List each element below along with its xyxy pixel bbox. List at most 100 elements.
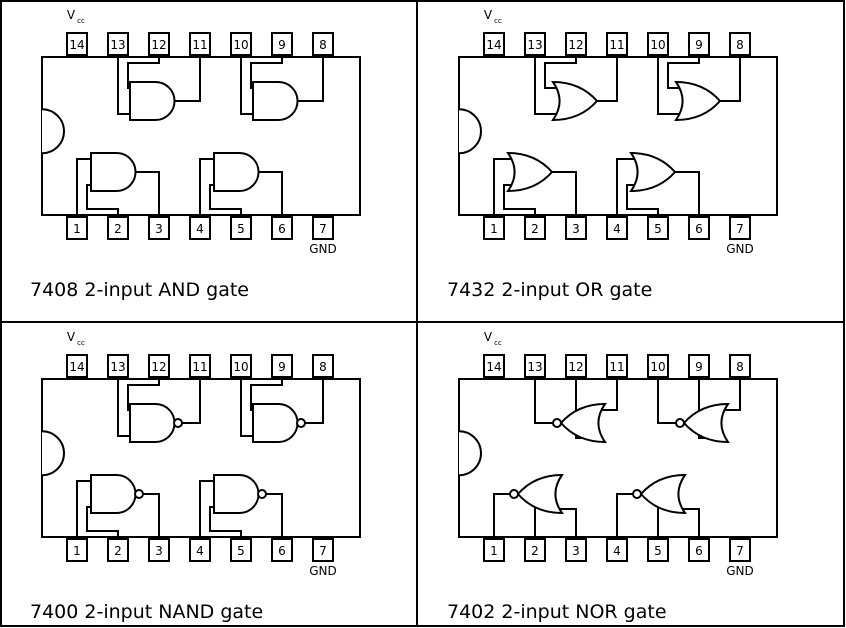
vcc-sub: cc bbox=[77, 339, 85, 347]
pin-number: 11 bbox=[192, 360, 207, 374]
pin-number: 7 bbox=[736, 544, 744, 558]
wire bbox=[552, 171, 577, 217]
nand-gate bbox=[90, 474, 144, 514]
gates bbox=[493, 55, 741, 217]
inversion-bubble bbox=[257, 489, 267, 499]
pin-number: 6 bbox=[695, 222, 703, 236]
pin-12: 12 bbox=[565, 354, 587, 378]
pin-number: 5 bbox=[654, 222, 662, 236]
pin-box bbox=[483, 354, 505, 378]
or-gate-body bbox=[629, 151, 677, 193]
wire bbox=[657, 377, 676, 424]
pin-number: 11 bbox=[609, 360, 624, 374]
bottom-gate-2-wires bbox=[199, 480, 283, 539]
wire bbox=[182, 377, 201, 424]
and-gate bbox=[213, 152, 260, 192]
pin-number: 2 bbox=[114, 544, 122, 558]
pin-2: 2 bbox=[107, 538, 129, 562]
pin-1: 1 bbox=[66, 538, 88, 562]
gnd-label: GND bbox=[726, 564, 754, 578]
pin-number: 10 bbox=[650, 38, 665, 52]
pin-4: 4 bbox=[606, 538, 628, 562]
wire bbox=[76, 480, 95, 539]
wire bbox=[616, 158, 635, 217]
pin-number: 13 bbox=[527, 360, 542, 374]
pin-number: 14 bbox=[69, 360, 84, 374]
pin-number: 13 bbox=[110, 360, 125, 374]
wire bbox=[240, 377, 257, 437]
pin-number: 9 bbox=[695, 38, 703, 52]
wire bbox=[626, 184, 659, 217]
vcc-sub: cc bbox=[494, 17, 502, 25]
nor-gate bbox=[632, 473, 687, 515]
pin-13: 13 bbox=[524, 32, 546, 56]
nor-gate bbox=[552, 402, 607, 444]
pin-11: 11 bbox=[606, 354, 628, 378]
chip-notch bbox=[41, 430, 65, 477]
and-gate bbox=[90, 152, 137, 192]
nor-gate-body bbox=[559, 402, 607, 444]
pin-number: 11 bbox=[192, 38, 207, 52]
pin-number: 11 bbox=[609, 38, 624, 52]
wire bbox=[597, 55, 618, 102]
top-pins: 14 13 12 11 10 9 8 bbox=[66, 354, 334, 378]
chip-notch bbox=[458, 108, 482, 155]
top-gate-2-wires bbox=[657, 55, 741, 115]
wire bbox=[724, 377, 741, 411]
pin-number: 7 bbox=[319, 222, 327, 236]
wire bbox=[503, 184, 536, 217]
pin-14: 14 bbox=[66, 354, 88, 378]
bottom-gate-2-wires bbox=[616, 158, 700, 217]
wire bbox=[681, 508, 700, 539]
pin-5: 5 bbox=[230, 216, 252, 240]
pin-number: 7 bbox=[736, 222, 744, 236]
bottom-pins: 1 2 3 4 5 6 7 bbox=[483, 216, 751, 240]
inversion-bubble bbox=[296, 418, 306, 428]
pin-box bbox=[312, 216, 334, 240]
wire bbox=[199, 158, 218, 217]
pin-11: 11 bbox=[189, 32, 211, 56]
pin-8: 8 bbox=[729, 354, 751, 378]
pin-box bbox=[66, 354, 88, 378]
pin-11: 11 bbox=[606, 32, 628, 56]
pin-2: 2 bbox=[107, 216, 129, 240]
and-gate bbox=[252, 81, 299, 121]
inversion-bubble bbox=[675, 418, 685, 428]
and-gate-body bbox=[129, 81, 176, 121]
pin-8: 8 bbox=[312, 354, 334, 378]
wire bbox=[209, 506, 242, 539]
caption: 7432 2-input OR gate bbox=[447, 279, 652, 301]
wire bbox=[117, 55, 134, 115]
pin-number: 3 bbox=[572, 222, 580, 236]
and-gate bbox=[129, 81, 176, 121]
nand-gate-body bbox=[129, 403, 176, 443]
wire bbox=[601, 377, 618, 411]
pin-number: 9 bbox=[695, 360, 703, 374]
wire bbox=[240, 55, 257, 115]
pin-box bbox=[729, 538, 751, 562]
wire bbox=[534, 55, 557, 115]
pin-3: 3 bbox=[148, 216, 170, 240]
pin-number: 3 bbox=[572, 544, 580, 558]
pin-10: 10 bbox=[647, 32, 669, 56]
nor-gate bbox=[675, 402, 730, 444]
or-gate bbox=[629, 151, 677, 193]
wire bbox=[305, 377, 324, 424]
pin-13: 13 bbox=[524, 354, 546, 378]
pin-number: 3 bbox=[155, 222, 163, 236]
pin-number: 5 bbox=[237, 544, 245, 558]
nand-gate-body bbox=[213, 474, 260, 514]
gates bbox=[493, 377, 741, 539]
pin-number: 6 bbox=[278, 544, 286, 558]
pin-number: 13 bbox=[110, 38, 125, 52]
pin-12: 12 bbox=[148, 32, 170, 56]
pin-4: 4 bbox=[189, 216, 211, 240]
pin-number: 6 bbox=[278, 222, 286, 236]
pin-number: 5 bbox=[654, 544, 662, 558]
bottom-pins: 1 2 3 4 5 6 7 bbox=[66, 538, 334, 562]
pin-number: 12 bbox=[568, 38, 583, 52]
wire bbox=[117, 377, 134, 437]
